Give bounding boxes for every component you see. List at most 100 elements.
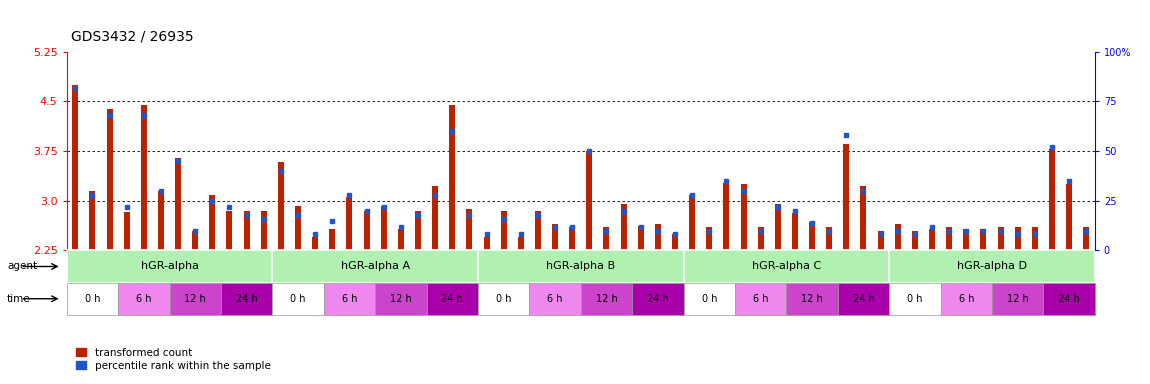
Bar bbox=[67, 250, 273, 283]
Bar bbox=[689, 195, 695, 250]
Bar bbox=[500, 211, 507, 250]
Bar bbox=[775, 204, 781, 250]
Bar bbox=[895, 224, 900, 250]
Bar bbox=[929, 228, 935, 250]
Bar bbox=[683, 250, 889, 283]
Bar bbox=[467, 209, 473, 250]
Bar bbox=[621, 204, 627, 250]
Bar bbox=[964, 228, 969, 250]
Bar bbox=[312, 237, 319, 250]
Text: hGR-alpha C: hGR-alpha C bbox=[752, 262, 821, 271]
Bar bbox=[1083, 227, 1089, 250]
Bar bbox=[569, 227, 575, 250]
Bar bbox=[889, 250, 1095, 283]
Text: 6 h: 6 h bbox=[547, 294, 562, 304]
Bar bbox=[221, 283, 273, 315]
Text: 0 h: 0 h bbox=[702, 294, 716, 304]
Bar bbox=[529, 283, 581, 315]
Bar bbox=[1032, 227, 1037, 250]
Bar bbox=[997, 227, 1004, 250]
Bar bbox=[346, 197, 352, 250]
Bar bbox=[478, 283, 529, 315]
Bar bbox=[654, 224, 661, 250]
Bar bbox=[169, 283, 221, 315]
Bar bbox=[758, 227, 764, 250]
Bar bbox=[140, 105, 147, 250]
Text: 6 h: 6 h bbox=[342, 294, 358, 304]
Bar bbox=[843, 144, 850, 250]
Text: 0 h: 0 h bbox=[907, 294, 922, 304]
Bar bbox=[158, 191, 164, 250]
Bar bbox=[518, 237, 523, 250]
Bar bbox=[889, 283, 941, 315]
Bar bbox=[381, 206, 386, 250]
Bar bbox=[124, 212, 130, 250]
Bar bbox=[1014, 227, 1021, 250]
Text: hGR-alpha B: hGR-alpha B bbox=[546, 262, 615, 271]
Text: 6 h: 6 h bbox=[136, 294, 152, 304]
Bar bbox=[90, 191, 95, 250]
Text: 6 h: 6 h bbox=[753, 294, 768, 304]
Bar bbox=[735, 283, 787, 315]
Bar bbox=[483, 237, 490, 250]
Bar bbox=[278, 162, 284, 250]
Bar bbox=[296, 206, 301, 250]
Bar bbox=[324, 283, 375, 315]
Bar bbox=[638, 226, 644, 250]
Text: 24 h: 24 h bbox=[442, 294, 463, 304]
Bar bbox=[67, 283, 118, 315]
Text: 24 h: 24 h bbox=[236, 294, 258, 304]
Bar bbox=[877, 230, 883, 250]
Bar bbox=[427, 283, 478, 315]
Bar bbox=[992, 283, 1043, 315]
Bar bbox=[672, 234, 678, 250]
Text: 12 h: 12 h bbox=[1006, 294, 1028, 304]
Bar bbox=[683, 283, 735, 315]
Bar bbox=[192, 230, 198, 250]
Bar bbox=[604, 227, 610, 250]
Bar bbox=[552, 224, 558, 250]
Bar bbox=[244, 211, 250, 250]
Bar bbox=[375, 283, 427, 315]
Legend: transformed count, percentile rank within the sample: transformed count, percentile rank withi… bbox=[72, 344, 275, 375]
Bar bbox=[706, 227, 712, 250]
Text: 0 h: 0 h bbox=[85, 294, 100, 304]
Bar bbox=[209, 195, 215, 250]
Bar bbox=[581, 283, 632, 315]
Text: time: time bbox=[7, 294, 31, 304]
Text: 12 h: 12 h bbox=[184, 294, 206, 304]
Bar bbox=[398, 229, 404, 250]
Bar bbox=[723, 183, 729, 250]
Bar bbox=[787, 283, 837, 315]
Text: 24 h: 24 h bbox=[647, 294, 669, 304]
Bar bbox=[792, 213, 798, 250]
Bar bbox=[432, 186, 438, 250]
Bar bbox=[72, 85, 78, 250]
Text: 12 h: 12 h bbox=[596, 294, 618, 304]
Bar bbox=[535, 211, 540, 250]
Text: 0 h: 0 h bbox=[496, 294, 512, 304]
Text: 24 h: 24 h bbox=[852, 294, 874, 304]
Bar bbox=[826, 227, 833, 250]
Text: 24 h: 24 h bbox=[1058, 294, 1080, 304]
Bar bbox=[837, 283, 889, 315]
Text: 12 h: 12 h bbox=[390, 294, 412, 304]
Bar bbox=[261, 211, 267, 250]
Bar bbox=[946, 227, 952, 250]
Bar bbox=[415, 211, 421, 250]
Text: 0 h: 0 h bbox=[290, 294, 306, 304]
Bar bbox=[363, 211, 369, 250]
Text: hGR-alpha D: hGR-alpha D bbox=[957, 262, 1027, 271]
Bar bbox=[941, 283, 992, 315]
Bar bbox=[478, 250, 683, 283]
Bar bbox=[741, 184, 746, 250]
Bar bbox=[175, 158, 181, 250]
Text: 6 h: 6 h bbox=[959, 294, 974, 304]
Bar bbox=[227, 211, 232, 250]
Bar bbox=[273, 283, 324, 315]
Text: 12 h: 12 h bbox=[802, 294, 823, 304]
Bar bbox=[586, 151, 592, 250]
Bar bbox=[118, 283, 169, 315]
Bar bbox=[810, 222, 815, 250]
Bar bbox=[450, 105, 455, 250]
